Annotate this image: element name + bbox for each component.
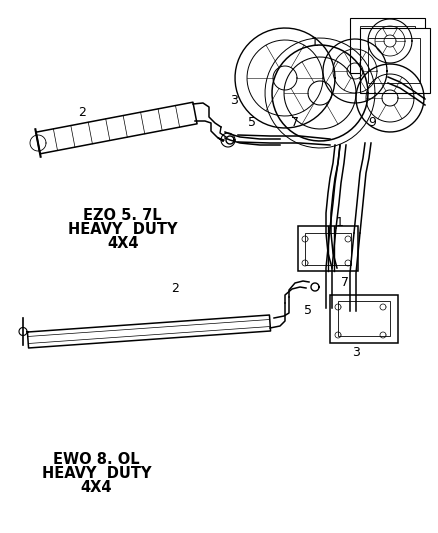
Text: 7: 7 [341,277,349,289]
Text: 3: 3 [230,94,238,108]
Text: 5: 5 [304,304,312,318]
Bar [330,295,398,343]
Text: 2: 2 [78,107,86,119]
Bar [368,38,420,83]
Bar [360,28,430,93]
Bar [305,233,351,265]
Text: 1: 1 [336,216,344,230]
Text: EWO 8. OL: EWO 8. OL [53,452,140,467]
Bar [338,301,390,336]
Text: 3: 3 [352,346,360,359]
Bar [350,18,425,73]
Text: 1: 1 [311,36,319,50]
Bar [298,226,358,271]
Bar [360,26,415,61]
Text: 4X4: 4X4 [81,480,112,495]
Text: 9: 9 [368,117,376,130]
Text: EZO 5. 7L: EZO 5. 7L [83,208,162,223]
Text: HEAVY  DUTY: HEAVY DUTY [68,222,177,237]
Text: 7: 7 [291,117,299,130]
Text: 2: 2 [171,281,179,295]
Text: 4X4: 4X4 [107,236,138,252]
Text: 5: 5 [248,117,256,130]
Text: HEAVY  DUTY: HEAVY DUTY [42,466,151,481]
